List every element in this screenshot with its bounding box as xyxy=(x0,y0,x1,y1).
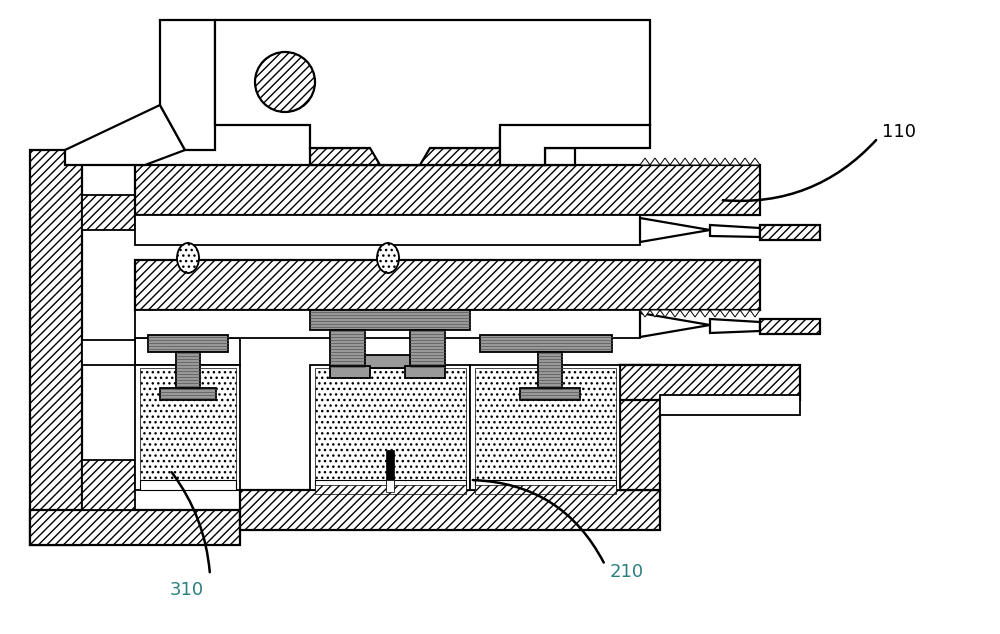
Bar xyxy=(386,450,394,490)
Ellipse shape xyxy=(377,243,399,273)
Bar xyxy=(176,352,200,390)
Polygon shape xyxy=(720,310,730,317)
Polygon shape xyxy=(670,158,680,165)
Polygon shape xyxy=(650,310,660,317)
Polygon shape xyxy=(720,158,730,165)
Bar xyxy=(82,340,135,365)
Bar xyxy=(148,335,228,352)
Bar xyxy=(240,490,660,530)
Bar xyxy=(135,260,760,310)
Polygon shape xyxy=(700,158,710,165)
Bar xyxy=(310,310,470,330)
Polygon shape xyxy=(750,158,760,165)
Bar xyxy=(135,215,640,245)
Bar xyxy=(160,388,216,400)
Bar xyxy=(760,319,820,334)
Polygon shape xyxy=(160,20,215,150)
Polygon shape xyxy=(215,20,650,165)
Polygon shape xyxy=(730,310,740,317)
Text: 110: 110 xyxy=(882,123,916,141)
Polygon shape xyxy=(660,158,670,165)
Bar xyxy=(330,366,370,378)
Polygon shape xyxy=(640,310,650,317)
Polygon shape xyxy=(710,319,760,333)
Polygon shape xyxy=(640,218,710,242)
Bar xyxy=(538,352,562,390)
Bar xyxy=(30,150,82,545)
Polygon shape xyxy=(650,158,660,165)
Bar xyxy=(315,485,466,494)
Bar xyxy=(660,395,800,415)
Polygon shape xyxy=(750,310,760,317)
Bar xyxy=(620,365,660,490)
Polygon shape xyxy=(710,225,760,237)
Polygon shape xyxy=(640,158,650,165)
Text: 210: 210 xyxy=(610,563,644,581)
Bar xyxy=(82,195,135,230)
Bar xyxy=(520,388,580,400)
Polygon shape xyxy=(660,310,670,317)
Polygon shape xyxy=(640,313,710,337)
Polygon shape xyxy=(740,158,750,165)
Polygon shape xyxy=(710,158,720,165)
Bar xyxy=(315,480,466,490)
Bar xyxy=(410,330,445,368)
Polygon shape xyxy=(500,125,650,165)
Bar xyxy=(135,165,760,215)
Bar xyxy=(140,480,236,490)
Text: 310: 310 xyxy=(170,581,204,599)
Bar xyxy=(475,480,616,490)
Bar xyxy=(310,148,545,165)
Bar xyxy=(315,368,466,487)
Polygon shape xyxy=(730,158,740,165)
Polygon shape xyxy=(710,310,720,317)
Bar xyxy=(30,510,240,545)
Polygon shape xyxy=(65,105,185,165)
Polygon shape xyxy=(700,310,710,317)
Bar xyxy=(140,368,236,487)
Polygon shape xyxy=(680,158,690,165)
Ellipse shape xyxy=(177,243,199,273)
Polygon shape xyxy=(680,310,690,317)
Bar xyxy=(470,365,620,490)
Bar xyxy=(135,310,640,338)
Bar xyxy=(135,338,240,365)
Bar xyxy=(475,368,616,487)
Bar xyxy=(405,366,445,378)
Bar xyxy=(310,365,470,490)
Bar xyxy=(545,148,575,165)
Bar xyxy=(82,460,135,510)
Bar xyxy=(365,355,410,368)
Circle shape xyxy=(255,52,315,112)
Bar xyxy=(480,335,612,352)
Bar xyxy=(330,330,365,368)
Polygon shape xyxy=(690,158,700,165)
Polygon shape xyxy=(740,310,750,317)
Polygon shape xyxy=(690,310,700,317)
Bar xyxy=(475,485,616,494)
Bar xyxy=(760,225,820,240)
Bar xyxy=(620,365,800,400)
Bar xyxy=(386,480,394,492)
Bar xyxy=(135,365,240,490)
Polygon shape xyxy=(670,310,680,317)
